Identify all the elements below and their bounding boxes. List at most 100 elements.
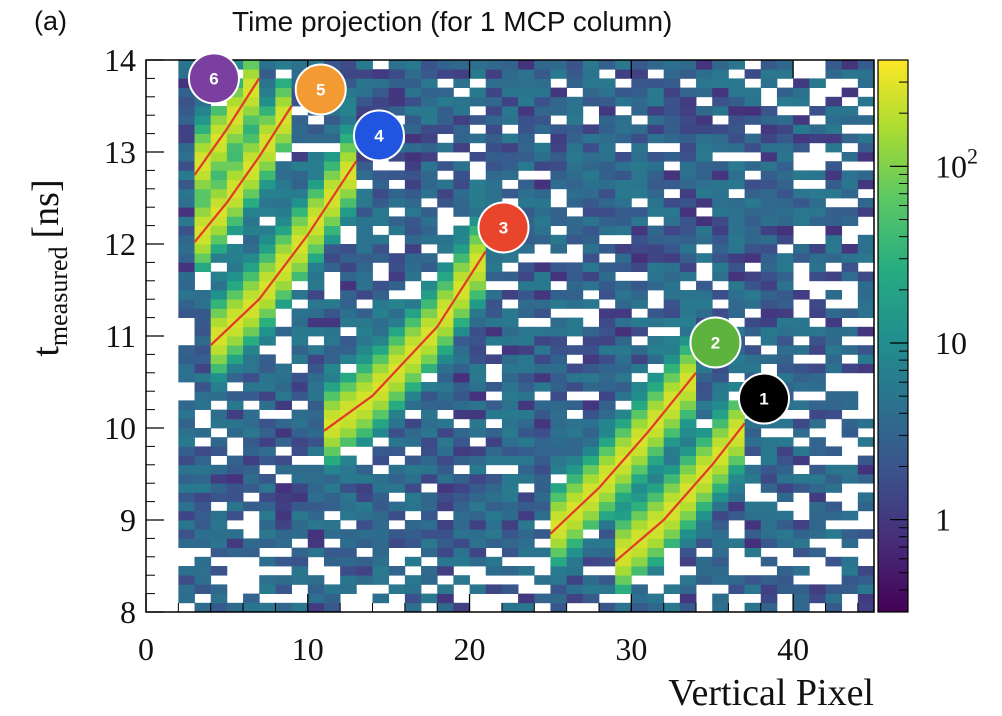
heatmap-bin: [485, 308, 503, 318]
heatmap-bin: [307, 474, 325, 484]
heatmap-bin: [857, 308, 875, 318]
heatmap-bin: [485, 492, 503, 502]
heatmap-bin: [776, 538, 794, 548]
heatmap-bin: [550, 326, 568, 337]
heatmap-bin: [372, 409, 390, 420]
heatmap-bin: [372, 354, 390, 364]
heatmap-bin: [679, 198, 697, 208]
heatmap-bin: [194, 124, 212, 134]
heatmap-bin: [534, 161, 551, 171]
heatmap-bin: [243, 106, 260, 116]
heatmap-bin: [615, 336, 632, 346]
heatmap-bin: [744, 575, 762, 585]
heatmap-bin: [404, 391, 422, 401]
heatmap-bin: [663, 474, 681, 484]
heatmap-bin: [518, 464, 535, 475]
heatmap-bin: [388, 538, 406, 548]
heatmap-bin: [793, 418, 810, 429]
heatmap-bin: [760, 483, 778, 493]
heatmap-bin: [501, 271, 519, 282]
heatmap-bin: [178, 354, 195, 364]
heatmap-bin: [421, 124, 438, 134]
heatmap-bin: [291, 547, 309, 558]
heatmap-bin: [550, 290, 568, 300]
heatmap-bin: [598, 575, 616, 585]
heatmap-bin: [404, 207, 422, 217]
heatmap-bin: [663, 501, 681, 512]
heatmap-bin: [421, 188, 438, 199]
heatmap-bin: [275, 244, 292, 254]
heatmap-bin: [453, 78, 470, 88]
heatmap-bin: [340, 492, 357, 502]
heatmap-bin: [744, 96, 762, 107]
heatmap-bin: [307, 244, 325, 254]
heatmap-bin: [421, 280, 438, 291]
peak-marker-circle: [187, 52, 240, 105]
heatmap-bin: [275, 60, 292, 70]
heatmap-bin: [340, 262, 357, 272]
heatmap-bin: [437, 345, 454, 355]
heatmap-bin: [744, 474, 762, 484]
heatmap-bin: [841, 510, 859, 521]
heatmap-bin: [679, 556, 697, 567]
heatmap-bin: [631, 455, 648, 466]
heatmap-bin: [323, 483, 341, 493]
heatmap-bin: [226, 529, 244, 539]
heatmap-bin: [226, 179, 244, 190]
heatmap-bin: [712, 106, 729, 116]
heatmap-bin: [340, 290, 357, 300]
heatmap-bin: [825, 234, 843, 245]
heatmap-bin: [178, 418, 195, 429]
heatmap-bin: [841, 188, 859, 199]
heatmap-bin: [210, 483, 228, 493]
heatmap-bin: [728, 207, 745, 217]
heatmap-bin: [356, 336, 373, 346]
heatmap-bin: [631, 520, 648, 530]
heatmap-bin: [663, 133, 681, 144]
heatmap-bin: [615, 179, 632, 190]
heatmap-bin: [243, 60, 260, 70]
heatmap-bin: [469, 492, 487, 502]
heatmap-bin: [534, 575, 551, 585]
heatmap-bin: [679, 547, 697, 558]
heatmap-bin: [275, 584, 292, 594]
heatmap-bin: [712, 538, 729, 548]
heatmap-bin: [776, 455, 794, 466]
heatmap-bin: [501, 326, 519, 337]
heatmap-bin: [437, 87, 454, 98]
heatmap-bin: [696, 455, 713, 466]
heatmap-bin: [696, 520, 713, 530]
heatmap-bin: [647, 244, 665, 254]
heatmap-bin: [566, 455, 584, 466]
heatmap-bin: [178, 308, 195, 318]
heatmap-bin: [760, 299, 778, 309]
heatmap-bin: [647, 317, 665, 328]
heatmap-bin: [226, 409, 244, 420]
heatmap-bin: [453, 179, 470, 190]
heatmap-bin: [598, 446, 616, 456]
heatmap-bin: [388, 106, 406, 116]
heatmap-bin: [485, 510, 503, 521]
heatmap-bin: [534, 225, 551, 236]
fit-curve-2: [549, 372, 697, 535]
heatmap-bin: [550, 464, 568, 475]
heatmap-bin: [388, 253, 406, 263]
heatmap-bin: [372, 575, 390, 585]
heatmap-bin: [469, 382, 487, 392]
heatmap-bin: [582, 418, 600, 429]
heatmap-bin: [323, 262, 341, 272]
heatmap-bin: [404, 483, 422, 493]
heatmap-bin: [469, 538, 487, 548]
heatmap-bin: [437, 69, 454, 79]
heatmap-bin: [825, 253, 843, 263]
heatmap-bin: [712, 492, 729, 502]
heatmap-bin: [501, 253, 519, 263]
heatmap-bin: [259, 198, 276, 208]
heatmap-bin: [679, 152, 697, 162]
heatmap-bin: [404, 418, 422, 429]
heatmap-bin: [534, 69, 551, 79]
heatmap-bin: [760, 60, 778, 70]
heatmap-bin: [841, 69, 859, 79]
heatmap-bin: [388, 584, 406, 594]
heatmap-bin: [275, 492, 292, 502]
